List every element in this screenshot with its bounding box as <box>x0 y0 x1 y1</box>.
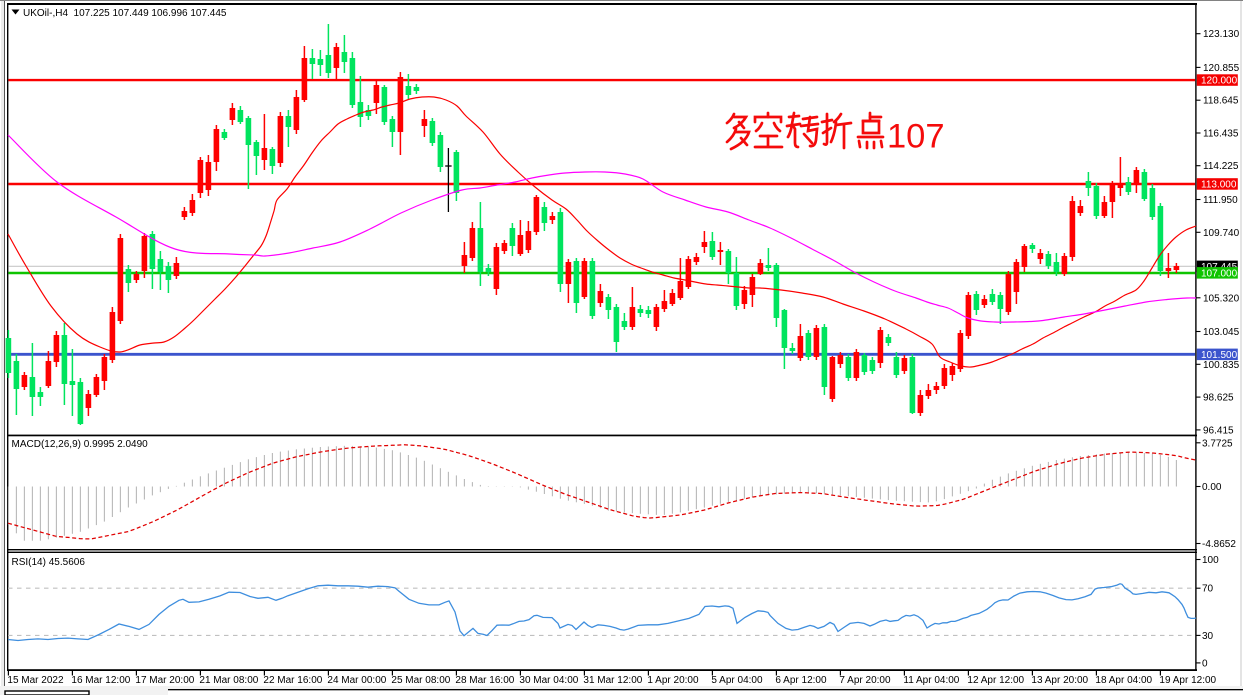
svg-text:0.00: 0.00 <box>1202 482 1222 493</box>
svg-text:30: 30 <box>1202 631 1214 642</box>
svg-text:3.7725: 3.7725 <box>1202 438 1233 449</box>
svg-text:120.000: 120.000 <box>1201 76 1238 87</box>
svg-text:-4.8652: -4.8652 <box>1202 539 1236 550</box>
svg-text:5 Apr 04:00: 5 Apr 04:00 <box>711 675 763 686</box>
svg-text:100.835: 100.835 <box>1203 360 1240 371</box>
svg-text:RSI(14) 45.5606: RSI(14) 45.5606 <box>12 557 86 568</box>
svg-text:16 Mar 12:00: 16 Mar 12:00 <box>71 675 130 686</box>
svg-text:15 Mar 2022: 15 Mar 2022 <box>7 675 64 686</box>
svg-text:UKOil-,H4 107.225 107.449 106: UKOil-,H4 107.225 107.449 106.996 107.44… <box>23 8 227 19</box>
svg-text:101.500: 101.500 <box>1201 350 1238 361</box>
svg-text:17 Mar 20:00: 17 Mar 20:00 <box>135 675 194 686</box>
svg-text:100: 100 <box>1202 555 1219 566</box>
svg-text:28 Mar 16:00: 28 Mar 16:00 <box>455 675 514 686</box>
svg-text:12 Apr 12:00: 12 Apr 12:00 <box>967 675 1024 686</box>
svg-text:96.415: 96.415 <box>1203 425 1234 436</box>
svg-text:70: 70 <box>1202 584 1214 595</box>
svg-text:6 Apr 12:00: 6 Apr 12:00 <box>775 675 827 686</box>
svg-text:109.740: 109.740 <box>1203 228 1240 239</box>
svg-text:98.625: 98.625 <box>1203 393 1234 404</box>
svg-text:30 Mar 04:00: 30 Mar 04:00 <box>519 675 578 686</box>
svg-text:105.320: 105.320 <box>1203 293 1240 304</box>
svg-text:13 Apr 20:00: 13 Apr 20:00 <box>1031 675 1088 686</box>
svg-text:7 Apr 20:00: 7 Apr 20:00 <box>839 675 891 686</box>
svg-text:19 Apr 12:00: 19 Apr 12:00 <box>1159 675 1216 686</box>
svg-text:113.000: 113.000 <box>1201 180 1237 191</box>
svg-text:107.000: 107.000 <box>1201 269 1238 280</box>
svg-text:25 Mar 08:00: 25 Mar 08:00 <box>391 675 450 686</box>
svg-text:1 Apr 20:00: 1 Apr 20:00 <box>647 675 699 686</box>
svg-text:0: 0 <box>1202 658 1208 669</box>
svg-text:111.950: 111.950 <box>1203 195 1238 206</box>
svg-text:31 Mar 12:00: 31 Mar 12:00 <box>583 675 642 686</box>
svg-text:18 Apr 04:00: 18 Apr 04:00 <box>1095 675 1152 686</box>
svg-text:21 Mar 08:00: 21 Mar 08:00 <box>199 675 258 686</box>
svg-text:103.045: 103.045 <box>1203 327 1240 338</box>
svg-text:11 Apr 04:00: 11 Apr 04:00 <box>903 675 959 686</box>
svg-text:116.435: 116.435 <box>1203 129 1239 140</box>
svg-text:120.855: 120.855 <box>1203 63 1240 74</box>
svg-text:MACD(12,26,9) 0.9995 2.0490: MACD(12,26,9) 0.9995 2.0490 <box>12 439 149 450</box>
svg-text:123.130: 123.130 <box>1203 29 1240 40</box>
svg-text:24 Mar 00:00: 24 Mar 00:00 <box>327 675 386 686</box>
svg-text:107: 107 <box>887 118 945 156</box>
svg-text:114.225: 114.225 <box>1203 161 1239 172</box>
svg-text:118.645: 118.645 <box>1203 96 1239 107</box>
svg-text:22 Mar 16:00: 22 Mar 16:00 <box>263 675 322 686</box>
